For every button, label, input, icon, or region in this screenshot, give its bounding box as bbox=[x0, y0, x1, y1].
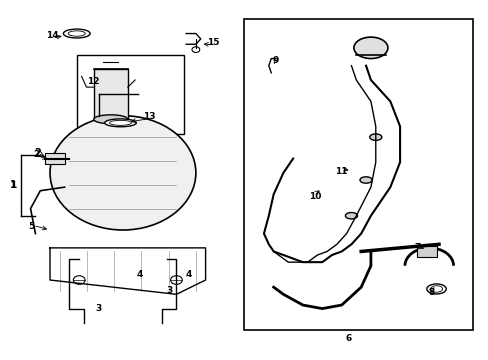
Bar bbox=[416, 246, 436, 257]
Text: 14: 14 bbox=[46, 31, 59, 40]
Ellipse shape bbox=[68, 31, 85, 36]
Text: 7: 7 bbox=[413, 243, 420, 252]
Ellipse shape bbox=[429, 286, 442, 292]
Text: 6: 6 bbox=[345, 334, 351, 343]
Text: 4: 4 bbox=[185, 270, 191, 279]
Circle shape bbox=[192, 47, 200, 53]
Ellipse shape bbox=[109, 120, 131, 125]
Ellipse shape bbox=[104, 119, 136, 127]
Text: 1: 1 bbox=[10, 180, 17, 190]
Text: 3: 3 bbox=[165, 286, 172, 295]
Text: 2: 2 bbox=[35, 148, 41, 158]
Text: 3: 3 bbox=[95, 304, 102, 313]
Text: 11: 11 bbox=[335, 167, 347, 176]
Text: 15: 15 bbox=[206, 38, 219, 47]
Ellipse shape bbox=[94, 115, 127, 124]
Ellipse shape bbox=[353, 37, 387, 59]
Text: 2: 2 bbox=[33, 150, 40, 159]
Ellipse shape bbox=[369, 134, 381, 140]
Ellipse shape bbox=[426, 284, 446, 294]
Text: 12: 12 bbox=[87, 77, 100, 86]
Ellipse shape bbox=[63, 29, 90, 38]
Ellipse shape bbox=[359, 177, 371, 183]
Text: 1: 1 bbox=[10, 181, 17, 190]
Circle shape bbox=[73, 276, 85, 284]
Text: 13: 13 bbox=[143, 112, 156, 121]
Circle shape bbox=[170, 276, 182, 284]
Bar bbox=[77, 55, 183, 134]
Text: 8: 8 bbox=[427, 288, 434, 297]
Text: 10: 10 bbox=[308, 192, 321, 201]
Ellipse shape bbox=[50, 116, 196, 230]
Text: 5: 5 bbox=[28, 222, 35, 231]
Bar bbox=[94, 69, 127, 119]
Text: 4: 4 bbox=[137, 270, 143, 279]
Bar bbox=[45, 153, 64, 164]
Ellipse shape bbox=[345, 212, 357, 219]
Text: 9: 9 bbox=[272, 56, 279, 65]
Bar bbox=[244, 19, 472, 330]
